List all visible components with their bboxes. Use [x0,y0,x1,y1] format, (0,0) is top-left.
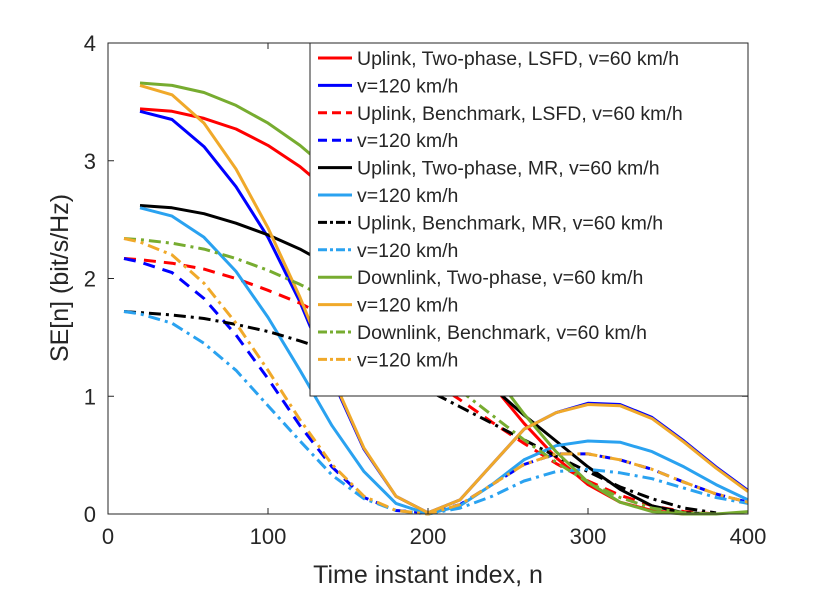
x-tick-label: 200 [410,524,447,549]
y-tick-label: 2 [84,267,96,292]
x-axis: 0 100 200 300 400 [102,43,766,549]
legend-label-11: Downlink, Benchmark, v=60 km/h [357,322,647,344]
x-tick-label: 300 [570,524,607,549]
legend-label-5: Uplink, Two-phase, MR, v=60 km/h [357,158,660,180]
legend-label-2: v=120 km/h [357,75,458,97]
legend: Uplink, Two-phase, LSFD, v=60 km/h v=120 … [309,42,749,397]
series-line-3 [123,257,717,516]
legend-label-6: v=120 km/h [357,185,458,207]
series-line-7 [123,310,717,515]
legend-label-10: v=120 km/h [357,295,458,317]
y-tick-label: 0 [84,502,96,527]
x-tick-label: 0 [102,524,114,549]
y-tick-label: 3 [84,149,96,174]
legend-label-3: Uplink, Benchmark, LSFD, v=60 km/h [357,103,683,125]
legend-label-8: v=120 km/h [357,240,458,262]
legend-label-1: Uplink, Two-phase, LSFD, v=60 km/h [357,48,679,70]
y-axis-label: SE[n] (bit/s/Hz) [46,194,74,362]
y-tick-label: 4 [84,31,96,56]
legend-label-4: v=120 km/h [357,130,458,152]
y-axis: 0 1 2 3 4 [84,31,748,527]
series-line-10 [139,83,749,515]
legend-label-12: v=120 km/h [357,349,458,371]
x-axis-label: Time instant index, n [313,561,543,589]
series-line-11 [123,237,717,516]
legend-label-7: Uplink, Benchmark, MR, v=60 km/h [357,212,663,234]
x-tick-label: 100 [250,524,287,549]
legend-label-9: Downlink, Two-phase, v=60 km/h [357,267,643,289]
x-tick-label: 400 [730,524,767,549]
legend-box [309,42,749,397]
y-tick-label: 1 [84,384,96,409]
